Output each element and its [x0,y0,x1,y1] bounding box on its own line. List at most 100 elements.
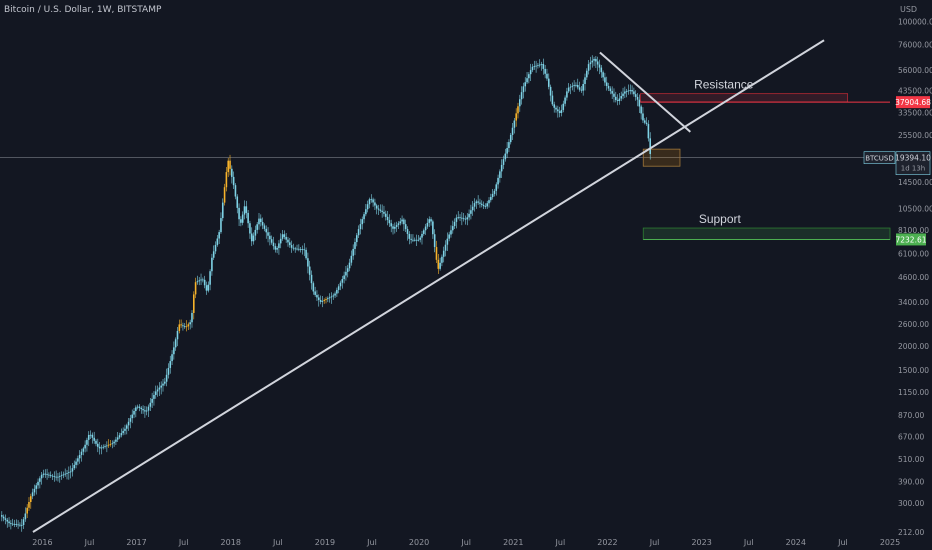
candle-body [365,209,367,215]
candle [247,209,249,228]
candle [192,291,195,320]
candle-body [241,214,244,223]
candle-body [537,65,539,66]
candle [122,427,124,436]
y-tick-label: 76000.00 [898,40,932,49]
x-tick-label: Jul [460,538,471,547]
candle [160,381,162,395]
candle [477,195,479,205]
candle [363,212,365,224]
candle [254,225,257,241]
candle-body [437,259,440,269]
candle [374,198,376,211]
price-series [1,55,652,532]
candle [529,63,532,81]
candle [171,350,173,366]
candle [584,73,586,91]
candle-body [631,90,633,92]
candle [587,59,590,75]
y-tick-label: 300.00 [898,499,924,508]
candle-body [171,354,173,362]
candle [622,87,624,100]
y-tick-label: 56000.00 [898,66,932,75]
candle-body [566,91,568,98]
candle-body [529,70,532,75]
candle-body [394,226,396,229]
candle [370,194,373,203]
candle [428,216,431,227]
candle [205,281,208,295]
candle [343,271,345,284]
candle [129,414,132,429]
candle [339,280,342,291]
x-tick-label: Jul [649,538,660,547]
candle-body [221,202,224,219]
candle [312,281,315,295]
candle-body [337,286,340,290]
candle-body [428,219,431,223]
candle-body [475,201,478,204]
candle [91,432,94,444]
candle-body [571,85,574,87]
candle-body [220,218,222,233]
candle [229,154,231,176]
candle [17,520,19,529]
candle-body [493,190,496,194]
candle-body [325,299,327,301]
candle [212,245,215,260]
candle-body [339,282,342,287]
candle-body [142,409,144,411]
candle [156,385,159,397]
candle-body [392,226,394,229]
candle [544,65,546,79]
candle [19,522,21,527]
candle-body [417,239,420,241]
candle-body [111,443,114,445]
candle [403,217,405,231]
candle-body [524,82,527,87]
candle-body [192,294,195,313]
candle [361,216,364,230]
y-tick-label: 390.00 [898,477,924,486]
candle [89,430,92,440]
candle-body [225,172,228,188]
candle-body [254,229,257,236]
candle-body [249,223,251,234]
candle-body [433,234,436,248]
x-tick-label: Jul [743,538,754,547]
candle-body [408,233,411,239]
candle [535,60,537,73]
candle-body [149,402,152,407]
candle [308,260,311,281]
candle-body [576,84,579,88]
candle-body [442,250,445,257]
candle [480,200,483,208]
candle-body [528,74,530,79]
candle-body [256,224,258,230]
candle [267,227,269,243]
candle [296,244,298,251]
candle [75,458,77,469]
candle-body [116,437,119,440]
candle-body [404,224,407,230]
candle-body [55,476,57,478]
candle [627,84,630,95]
candle [546,68,548,81]
candle-body [327,298,329,300]
candle-body [575,84,577,86]
candle-body [100,447,103,449]
candle [419,235,421,243]
resistance-zone [640,93,849,103]
candle [509,132,512,145]
candle [328,293,331,303]
candle-body [80,451,83,456]
candle-body [144,410,146,412]
candle-body [328,297,331,299]
candle [346,264,349,278]
candle-body [636,96,639,100]
candle [29,493,32,509]
candle [520,86,523,105]
candle [269,231,271,246]
candle [227,157,230,178]
